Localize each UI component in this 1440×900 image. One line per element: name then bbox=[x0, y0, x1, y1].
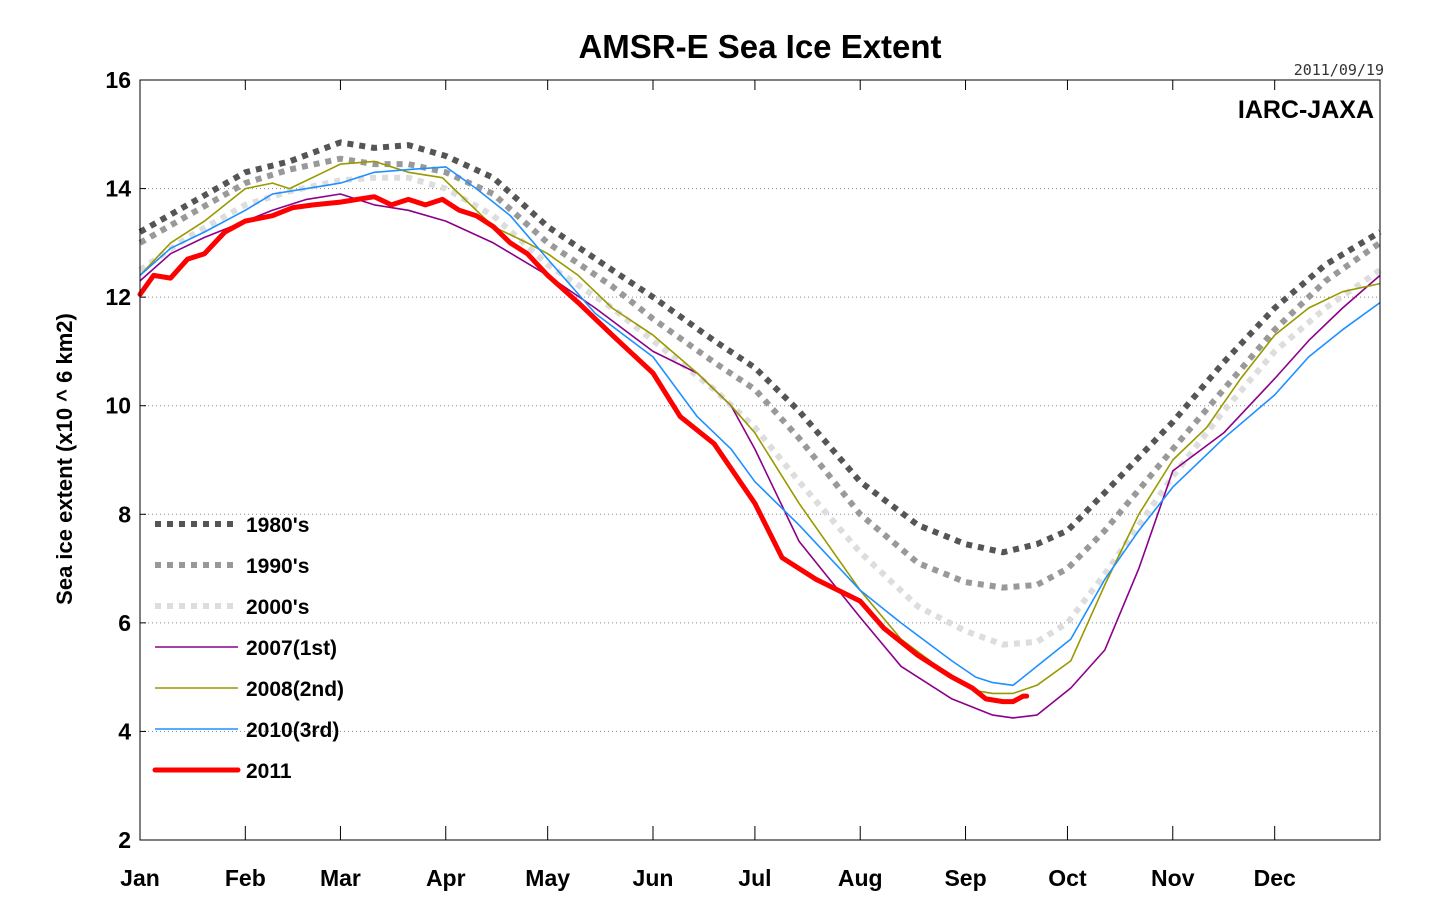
y-tick-label: 8 bbox=[118, 501, 131, 527]
x-tick-label: Jun bbox=[633, 865, 674, 891]
x-tick-label: Apr bbox=[426, 865, 466, 891]
x-tick-label: Mar bbox=[320, 865, 361, 891]
legend-label: 2007(1st) bbox=[246, 637, 337, 660]
y-tick-label: 10 bbox=[105, 393, 131, 419]
chart-title: AMSR-E Sea Ice Extent bbox=[578, 28, 941, 65]
x-tick-label: Nov bbox=[1151, 865, 1195, 891]
date-stamp: 2011/09/19 bbox=[1294, 61, 1384, 79]
y-tick-label: 4 bbox=[118, 718, 131, 744]
x-tick-label: Jul bbox=[738, 865, 771, 891]
legend-label: 2010(3rd) bbox=[246, 719, 339, 742]
legend-label: 2011 bbox=[246, 760, 292, 783]
series-line-1990-s bbox=[138, 155, 1382, 591]
y-tick-label: 6 bbox=[118, 610, 131, 636]
legend-label: 2000's bbox=[246, 596, 309, 619]
x-tick-label: May bbox=[525, 865, 570, 891]
legend: 1980's 1990's 2000's 2007(1st) 2008(2nd) 2010… bbox=[152, 514, 344, 783]
y-axis-label: Sea ice extent (x10 ^ 6 km2) bbox=[52, 313, 77, 605]
legend-label: 1990's bbox=[246, 555, 309, 578]
y-axis: 2 4 6 8 10 12 14 16 bbox=[105, 67, 146, 853]
x-tick-label: Dec bbox=[1254, 865, 1296, 891]
x-axis: Jan Feb Mar Apr May Jun Jul Aug Sep Oct Nov Dec bbox=[120, 80, 1296, 891]
series-line-1980-s bbox=[138, 139, 1382, 556]
legend-label: 2008(2nd) bbox=[246, 678, 344, 701]
x-tick-label: Jan bbox=[120, 865, 160, 891]
x-tick-label: Sep bbox=[944, 865, 986, 891]
credit-label: IARC-JAXA bbox=[1238, 96, 1374, 124]
x-tick-label: Aug bbox=[838, 865, 883, 891]
y-tick-label: 12 bbox=[105, 284, 131, 310]
legend-label: 1980's bbox=[246, 514, 309, 537]
series-line-2008-2nd bbox=[139, 160, 1381, 695]
y-tick-label: 14 bbox=[105, 176, 131, 202]
series-line-2011 bbox=[137, 194, 1030, 705]
y-tick-label: 16 bbox=[105, 67, 131, 93]
plot-frame bbox=[139, 79, 1381, 841]
series-line-2000-s bbox=[138, 174, 1382, 648]
series-line-2010-3rd bbox=[139, 166, 1381, 687]
x-tick-label: Feb bbox=[225, 865, 266, 891]
y-tick-label: 2 bbox=[118, 827, 131, 853]
x-tick-label: Oct bbox=[1048, 865, 1087, 891]
series-line-2007-1st bbox=[139, 193, 1381, 719]
plot-area bbox=[137, 139, 1382, 719]
